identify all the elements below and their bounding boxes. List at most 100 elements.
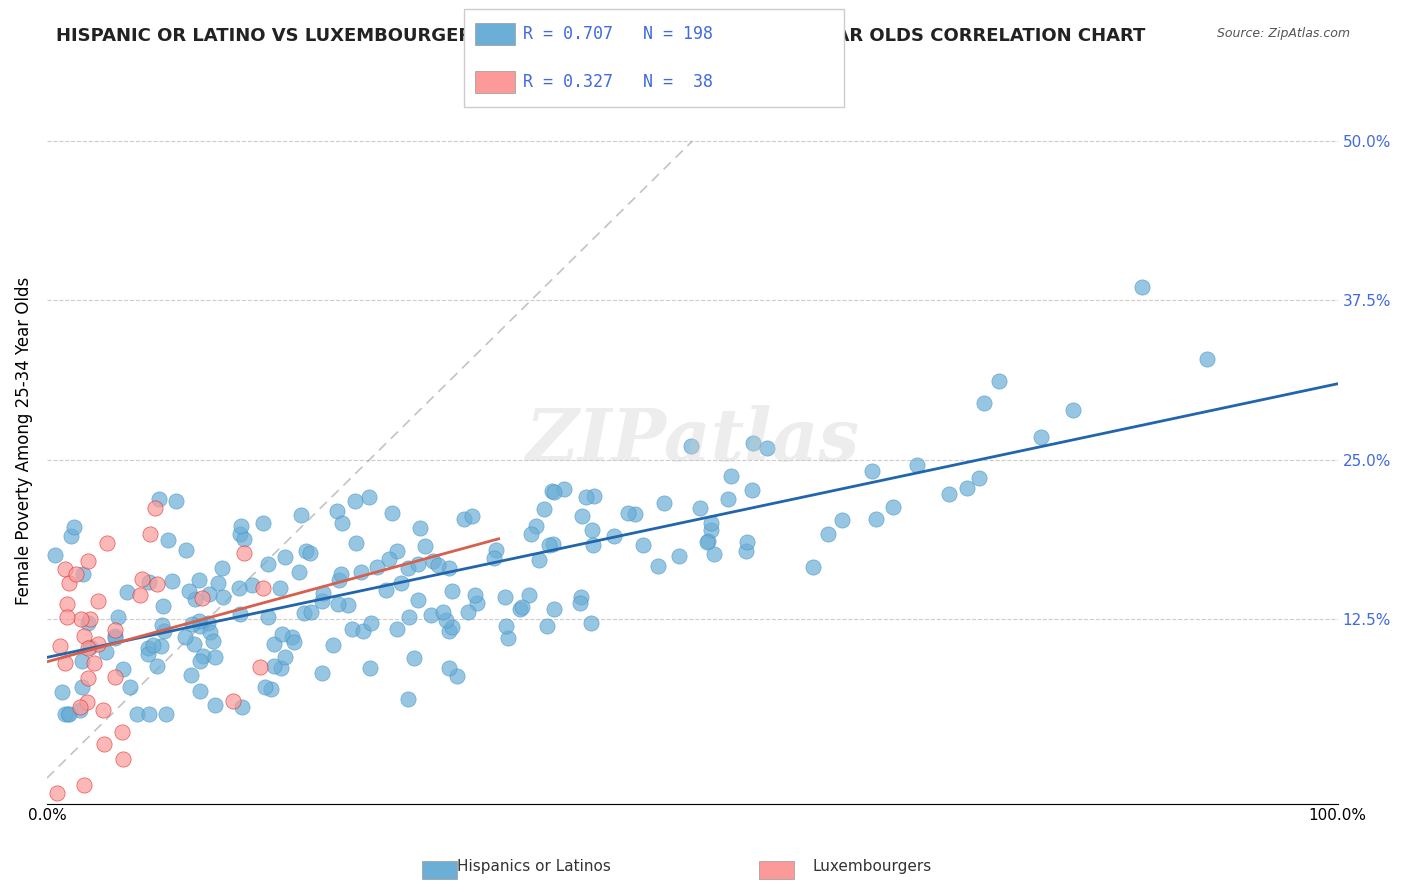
Point	[520, 527, 543, 541]
Point	[156, 533, 179, 547]
Point	[233, 546, 256, 560]
Point	[517, 588, 540, 602]
Point	[290, 508, 312, 523]
Point	[575, 490, 598, 504]
Point	[63, 520, 86, 534]
Point	[131, 572, 153, 586]
Point	[73, 629, 96, 643]
Point	[115, 584, 138, 599]
Point	[191, 591, 214, 606]
Point	[398, 610, 420, 624]
Point	[212, 590, 235, 604]
Point	[174, 630, 197, 644]
Point	[569, 591, 592, 605]
Point	[77, 640, 100, 655]
Point	[328, 573, 350, 587]
Point	[177, 583, 200, 598]
Point	[419, 607, 441, 622]
Point	[274, 650, 297, 665]
Point	[366, 560, 388, 574]
Point	[326, 597, 349, 611]
Point	[240, 577, 263, 591]
Point	[77, 616, 100, 631]
Point	[579, 615, 602, 630]
Point	[801, 560, 824, 574]
Point	[44, 549, 66, 563]
Point	[1195, 352, 1218, 367]
Point	[541, 537, 564, 551]
Point	[145, 577, 167, 591]
Point	[69, 699, 91, 714]
Point	[292, 606, 315, 620]
Point	[735, 534, 758, 549]
Point	[260, 681, 283, 696]
Point	[281, 631, 304, 645]
Point	[496, 631, 519, 645]
Point	[817, 527, 839, 541]
Point	[53, 707, 76, 722]
Point	[527, 553, 550, 567]
Point	[482, 551, 505, 566]
Point	[107, 610, 129, 624]
Point	[136, 647, 159, 661]
Point	[865, 512, 887, 526]
Point	[352, 624, 374, 638]
Text: Hispanics or Latinos: Hispanics or Latinos	[457, 859, 612, 874]
Point	[191, 648, 214, 663]
Point	[617, 506, 640, 520]
Point	[553, 482, 575, 496]
Point	[457, 605, 479, 619]
Point	[183, 637, 205, 651]
Point	[104, 670, 127, 684]
Point	[422, 554, 444, 568]
Point	[350, 566, 373, 580]
Point	[56, 707, 79, 722]
Point	[378, 552, 401, 566]
Point	[110, 725, 132, 739]
Point	[160, 574, 183, 588]
Point	[905, 458, 928, 472]
Point	[188, 614, 211, 628]
Point	[440, 620, 463, 634]
Point	[283, 635, 305, 649]
Point	[342, 622, 364, 636]
Point	[152, 599, 174, 614]
Point	[55, 610, 77, 624]
Point	[180, 616, 202, 631]
Point	[326, 503, 349, 517]
Point	[294, 544, 316, 558]
Point	[543, 484, 565, 499]
Point	[204, 650, 226, 665]
Point	[336, 599, 359, 613]
Point	[322, 639, 344, 653]
Point	[485, 542, 508, 557]
Point	[229, 607, 252, 622]
Point	[509, 601, 531, 615]
Point	[1132, 280, 1154, 294]
Point	[72, 567, 94, 582]
Point	[697, 533, 720, 548]
Point	[257, 609, 280, 624]
Point	[53, 562, 76, 576]
Point	[543, 601, 565, 615]
Point	[299, 605, 322, 619]
Point	[112, 752, 135, 766]
Point	[148, 492, 170, 507]
Point	[1062, 402, 1084, 417]
Point	[93, 738, 115, 752]
Point	[97, 806, 120, 821]
Point	[188, 619, 211, 633]
Point	[311, 594, 333, 608]
Point	[465, 596, 488, 610]
Point	[681, 439, 703, 453]
Point	[956, 481, 979, 495]
Point	[536, 618, 558, 632]
Text: Luxembourgers: Luxembourgers	[813, 859, 931, 874]
Point	[495, 619, 517, 633]
Point	[440, 583, 463, 598]
Point	[299, 545, 322, 559]
Point	[222, 694, 245, 708]
Point	[360, 615, 382, 630]
Point	[967, 471, 990, 485]
Point	[526, 519, 548, 533]
